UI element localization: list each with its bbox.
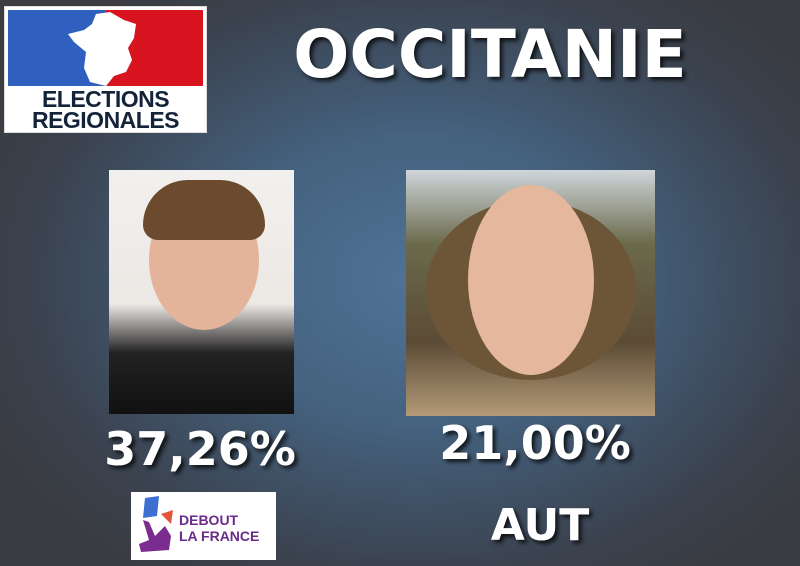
candidate-2-photo (406, 170, 655, 416)
dlf-figure-icon (139, 496, 173, 552)
debout-la-france-logo: DEBOUT LA FRANCE (131, 492, 276, 560)
candidate-1-percentage: 37,26% (104, 422, 296, 476)
candidate-2-party: AUT (490, 500, 590, 551)
candidate-2-percentage: 21,00% (439, 416, 631, 470)
dlf-line-1: DEBOUT (179, 512, 239, 528)
page-title: OCCITANIE (293, 16, 687, 93)
french-flag-map-icon (8, 10, 203, 86)
elections-regionales-logo: ELECTIONS REGIONALES (4, 6, 207, 133)
candidate-1-photo (109, 170, 294, 414)
logo-line-2: REGIONALES (31, 107, 180, 133)
logo-line-1: ELECTIONS (41, 86, 170, 112)
dlf-line-2: LA FRANCE (179, 528, 260, 544)
